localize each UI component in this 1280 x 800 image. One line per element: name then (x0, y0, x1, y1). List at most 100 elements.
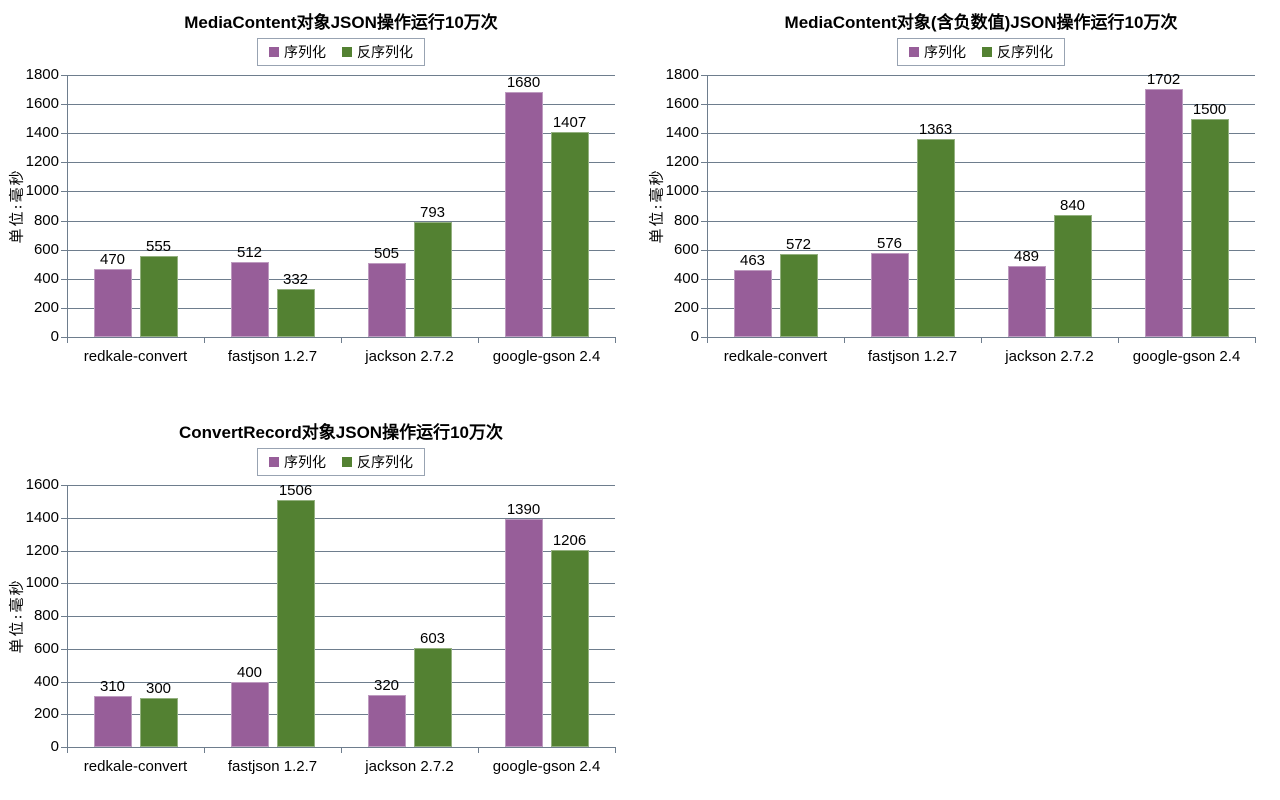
y-tick (61, 104, 67, 106)
gridline (67, 162, 615, 164)
y-tick (61, 75, 67, 76)
y-tick (701, 220, 707, 222)
y-tick (61, 278, 67, 280)
gridline (707, 249, 1255, 251)
bar-deserialize (413, 221, 452, 337)
bar-value-label: 1680 (506, 74, 541, 92)
bar-value-label: 1500 (1192, 100, 1227, 118)
y-tick (701, 191, 707, 193)
legend-swatch-deserialize (342, 47, 352, 57)
plot-area: 0 200 400 600 800 1000 1200 1400 1600 redkale-con… (0, 410, 640, 795)
bar-deserialize (550, 132, 589, 337)
y-tick (61, 550, 67, 552)
y-tick (701, 307, 707, 309)
bar-serialize (870, 253, 909, 337)
bar-value-label: 300 (145, 679, 172, 697)
x-category-label: jackson 2.7.2 (365, 758, 454, 775)
y-tick (61, 249, 67, 251)
bar-serialize (230, 681, 269, 747)
y-tick-label: 1000 (665, 182, 699, 200)
bar-serialize (367, 694, 406, 747)
legend-label: 序列化 (284, 454, 326, 470)
bar-value-label: 1206 (552, 531, 587, 549)
plot-area: 0 200 400 600 800 1000 1200 1400 1600 1800 redkale… (640, 0, 1280, 385)
y-tick-label: 1400 (665, 124, 699, 142)
y-tick-label: 0 (50, 738, 59, 755)
gridline (67, 616, 615, 617)
x-tick (478, 337, 479, 343)
gridline (67, 550, 615, 552)
x-tick (341, 747, 342, 753)
bar-deserialize (413, 648, 452, 747)
y-tick-label: 1200 (665, 153, 699, 171)
chart-mediacontent: MediaContent对象JSON操作运行10万次 序列化 反序列化 0 200 4… (0, 0, 640, 385)
legend-item: 反序列化 (982, 42, 1053, 62)
y-tick-label: 1400 (25, 508, 59, 526)
y-tick-label: 400 (33, 269, 59, 287)
y-tick (701, 337, 707, 338)
legend-swatch-serialize (269, 457, 279, 467)
gridline (707, 191, 1255, 193)
bar-value-label: 332 (282, 270, 309, 288)
y-tick-label: 0 (50, 328, 59, 345)
x-tick (615, 747, 616, 753)
x-tick (67, 337, 68, 343)
y-tick-label: 1400 (25, 124, 59, 142)
chart-convertrecord: ConvertRecord对象JSON操作运行10万次 序列化 反序列化 0 200… (0, 410, 640, 795)
legend-item: 反序列化 (342, 42, 413, 62)
y-axis-line (67, 485, 68, 747)
y-axis-title: 单位:毫秒 (7, 578, 26, 654)
y-tick (61, 648, 67, 650)
y-tick (61, 583, 67, 585)
legend-swatch-deserialize (982, 47, 992, 57)
gridline (67, 307, 615, 309)
gridline (67, 133, 615, 135)
legend-box: 序列化 反序列化 (257, 38, 425, 66)
bar-deserialize (139, 697, 178, 747)
x-tick (67, 747, 68, 753)
x-category-label: redkale-convert (83, 348, 188, 365)
legend: 序列化 反序列化 (707, 38, 1255, 66)
legend-item: 序列化 (269, 452, 326, 472)
bar-value-label: 1506 (278, 482, 313, 500)
bar-deserialize (1190, 118, 1229, 337)
x-tick (615, 337, 616, 343)
y-tick-label: 0 (690, 328, 699, 345)
gridline (67, 278, 615, 280)
bar-deserialize (276, 288, 315, 337)
x-category-label: jackson 2.7.2 (1005, 348, 1094, 365)
bar-serialize (504, 92, 543, 337)
chart-title: MediaContent对象JSON操作运行10万次 (184, 13, 498, 32)
x-tick (1118, 337, 1119, 343)
bar-serialize (367, 263, 406, 337)
y-tick-label: 1200 (25, 153, 59, 171)
y-tick (701, 133, 707, 135)
gridline (707, 133, 1255, 135)
bar-value-label: 1390 (506, 501, 541, 519)
y-tick (701, 75, 707, 76)
y-axis-line (707, 75, 708, 337)
y-tick (701, 162, 707, 164)
legend-label: 序列化 (284, 44, 326, 60)
x-tick (1255, 337, 1256, 343)
legend-swatch-serialize (269, 47, 279, 57)
y-tick (61, 133, 67, 135)
y-tick (701, 104, 707, 106)
y-tick (61, 517, 67, 519)
x-category-label: redkale-convert (723, 348, 828, 365)
y-tick-label: 1800 (665, 66, 699, 83)
legend: 序列化 反序列化 (67, 448, 615, 476)
x-category-label: google-gson 2.4 (492, 758, 601, 775)
bar-value-label: 603 (419, 630, 446, 648)
y-tick-label: 400 (673, 269, 699, 287)
bar-deserialize (139, 256, 178, 337)
gridline (67, 249, 615, 251)
y-tick-label: 600 (673, 240, 699, 258)
y-tick-label: 600 (33, 240, 59, 258)
y-tick-label: 1200 (25, 541, 59, 559)
legend-label: 反序列化 (357, 454, 413, 470)
gridline (707, 278, 1255, 280)
gridline (707, 162, 1255, 164)
y-tick-label: 1000 (25, 574, 59, 592)
